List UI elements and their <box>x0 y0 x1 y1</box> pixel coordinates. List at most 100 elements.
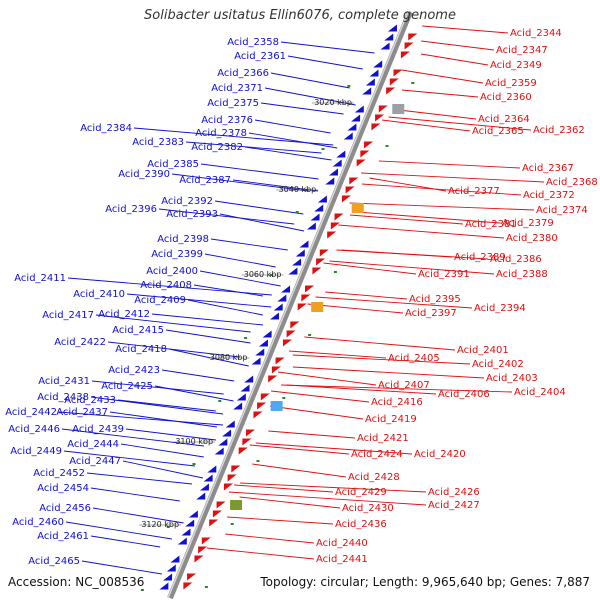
gene-label-acid-2347[interactable]: Acid_2347 <box>496 45 548 56</box>
gene-label-acid-2374[interactable]: Acid_2374 <box>536 205 588 216</box>
gene-label-acid-2438[interactable]: Acid_2438 <box>37 392 89 403</box>
gene-label-acid-2449[interactable]: Acid_2449 <box>10 446 62 457</box>
gene-label-acid-2424[interactable]: Acid_2424 <box>351 449 403 460</box>
gene-label-acid-2429[interactable]: Acid_2429 <box>335 487 387 498</box>
gene-label-acid-2446[interactable]: Acid_2446 <box>8 424 60 435</box>
gene-label-acid-2390[interactable]: Acid_2390 <box>118 169 170 180</box>
gene-label-acid-2402[interactable]: Acid_2402 <box>472 359 524 370</box>
gene-label-acid-2362[interactable]: Acid_2362 <box>533 125 585 136</box>
gene-label-acid-2441[interactable]: Acid_2441 <box>316 554 368 565</box>
gene-label-acid-2436[interactable]: Acid_2436 <box>335 519 387 530</box>
gene-label-acid-2388[interactable]: Acid_2388 <box>496 269 548 280</box>
gene-arrow-forward <box>341 195 351 203</box>
gene-label-acid-2419[interactable]: Acid_2419 <box>365 414 417 425</box>
gene-label-acid-2378[interactable]: Acid_2378 <box>195 128 247 139</box>
gene-label-acid-2399[interactable]: Acid_2399 <box>151 249 203 260</box>
gene-label-acid-2389[interactable]: Acid_2389 <box>454 252 506 263</box>
gene-arrow-reverse <box>292 258 302 266</box>
gene-label-acid-2444[interactable]: Acid_2444 <box>67 439 119 450</box>
gene-label-acid-2403[interactable]: Acid_2403 <box>486 373 538 384</box>
gene-label-acid-2387[interactable]: Acid_2387 <box>179 175 231 186</box>
gene-labels[interactable]: Acid_2358 Acid_2361 Acid_2366 Acid_2371 Acid… <box>5 28 598 567</box>
gene-label-acid-2359[interactable]: Acid_2359 <box>485 78 537 89</box>
gene-label-acid-2420[interactable]: Acid_2420 <box>414 449 466 460</box>
gene-label-acid-2377[interactable]: Acid_2377 <box>448 186 500 197</box>
gene-label-acid-2380[interactable]: Acid_2380 <box>506 233 558 244</box>
gene-label-acid-2427[interactable]: Acid_2427 <box>428 500 480 511</box>
gene-label-acid-2349[interactable]: Acid_2349 <box>490 60 542 71</box>
gene-label-acid-2364[interactable]: Acid_2364 <box>478 114 530 125</box>
gene-label-acid-2385[interactable]: Acid_2385 <box>147 159 199 170</box>
gene-label-acid-2415[interactable]: Acid_2415 <box>112 325 164 336</box>
gene-label-acid-2456[interactable]: Acid_2456 <box>39 503 91 514</box>
gene-label-acid-2386[interactable]: Acid_2386 <box>490 254 542 265</box>
gene-label-acid-2461[interactable]: Acid_2461 <box>37 531 89 542</box>
gene-label-acid-2425[interactable]: Acid_2425 <box>101 381 153 392</box>
gene-arrow-forward <box>360 150 370 158</box>
gene-label-acid-2393[interactable]: Acid_2393 <box>166 209 218 220</box>
gene-label-acid-2367[interactable]: Acid_2367 <box>522 163 574 174</box>
gene-label-acid-2392[interactable]: Acid_2392 <box>161 196 213 207</box>
gene-label-acid-2405[interactable]: Acid_2405 <box>388 353 440 364</box>
gene-label-acid-2411[interactable]: Acid_2411 <box>14 273 66 284</box>
gene-label-acid-2431[interactable]: Acid_2431 <box>38 376 90 387</box>
gene-label-acid-2396[interactable]: Acid_2396 <box>105 204 157 215</box>
gene-label-acid-2428[interactable]: Acid_2428 <box>348 472 400 483</box>
leader-line-right <box>421 40 495 51</box>
gene-label-acid-2460[interactable]: Acid_2460 <box>12 517 64 528</box>
gene-label-acid-2372[interactable]: Acid_2372 <box>523 190 575 201</box>
gene-label-acid-2395[interactable]: Acid_2395 <box>409 294 461 305</box>
gene-label-acid-2421[interactable]: Acid_2421 <box>357 433 409 444</box>
gene-label-acid-2447[interactable]: Acid_2447 <box>69 456 121 467</box>
gene-label-acid-2358[interactable]: Acid_2358 <box>227 37 279 48</box>
gene-label-acid-2379[interactable]: Acid_2379 <box>502 218 554 229</box>
gene-label-acid-2381[interactable]: Acid_2381 <box>465 219 517 230</box>
gene-label-acid-2382[interactable]: Acid_2382 <box>191 142 243 153</box>
gene-label-acid-2437[interactable]: Acid_2437 <box>56 407 108 418</box>
gene-label-acid-2440[interactable]: Acid_2440 <box>316 538 368 549</box>
gene-label-acid-2442[interactable]: Acid_2442 <box>5 407 57 418</box>
gene-arrow-reverse <box>299 240 309 248</box>
gene-label-acid-2408[interactable]: Acid_2408 <box>140 280 192 291</box>
gene-label-acid-2430[interactable]: Acid_2430 <box>342 503 394 514</box>
gene-label-acid-2418[interactable]: Acid_2418 <box>115 344 167 355</box>
gene-label-acid-2375[interactable]: Acid_2375 <box>207 98 259 109</box>
gene-label-acid-2384[interactable]: Acid_2384 <box>80 123 132 134</box>
gene-label-acid-2400[interactable]: Acid_2400 <box>146 266 198 277</box>
gene-arrow-forward <box>253 411 263 419</box>
gene-label-acid-2401[interactable]: Acid_2401 <box>457 345 509 356</box>
gene-label-acid-2368[interactable]: Acid_2368 <box>546 177 598 188</box>
gene-arrow-forward <box>356 159 366 167</box>
gene-label-acid-2422[interactable]: Acid_2422 <box>54 337 106 348</box>
gene-label-acid-2394[interactable]: Acid_2394 <box>474 303 526 314</box>
gene-label-acid-2423[interactable]: Acid_2423 <box>108 365 160 376</box>
gene-label-acid-2426[interactable]: Acid_2426 <box>428 487 480 498</box>
gene-label-acid-2383[interactable]: Acid_2383 <box>132 137 184 148</box>
gene-label-acid-2417[interactable]: Acid_2417 <box>42 310 94 321</box>
gene-label-acid-2452[interactable]: Acid_2452 <box>33 468 85 479</box>
gene-label-acid-2407[interactable]: Acid_2407 <box>378 380 430 391</box>
gene-label-acid-2465[interactable]: Acid_2465 <box>28 556 80 567</box>
gene-label-acid-2366[interactable]: Acid_2366 <box>217 68 269 79</box>
leader-line-right <box>286 384 437 395</box>
leader-line-right <box>356 211 501 224</box>
genome-backbone <box>167 10 413 600</box>
gene-label-acid-2371[interactable]: Acid_2371 <box>211 83 263 94</box>
gene-label-acid-2409[interactable]: Acid_2409 <box>134 295 186 306</box>
gene-label-acid-2454[interactable]: Acid_2454 <box>37 483 89 494</box>
gene-label-acid-2406[interactable]: Acid_2406 <box>438 389 490 400</box>
gene-label-acid-2398[interactable]: Acid_2398 <box>157 234 209 245</box>
gene-label-acid-2360[interactable]: Acid_2360 <box>480 92 532 103</box>
gene-label-acid-2397[interactable]: Acid_2397 <box>405 308 457 319</box>
gene-label-acid-2412[interactable]: Acid_2412 <box>98 309 150 320</box>
gene-label-acid-2344[interactable]: Acid_2344 <box>510 28 562 39</box>
gene-label-acid-2365[interactable]: Acid_2365 <box>472 126 524 137</box>
gene-label-acid-2404[interactable]: Acid_2404 <box>514 387 566 398</box>
gene-label-acid-2376[interactable]: Acid_2376 <box>201 115 253 126</box>
gene-label-acid-2433[interactable]: Acid_2433 <box>64 395 116 406</box>
gene-label-acid-2361[interactable]: Acid_2361 <box>234 51 286 62</box>
gene-label-acid-2410[interactable]: Acid_2410 <box>73 289 125 300</box>
gene-label-acid-2391[interactable]: Acid_2391 <box>418 269 470 280</box>
gene-label-acid-2416[interactable]: Acid_2416 <box>371 397 423 408</box>
gene-label-acid-2439[interactable]: Acid_2439 <box>72 424 124 435</box>
